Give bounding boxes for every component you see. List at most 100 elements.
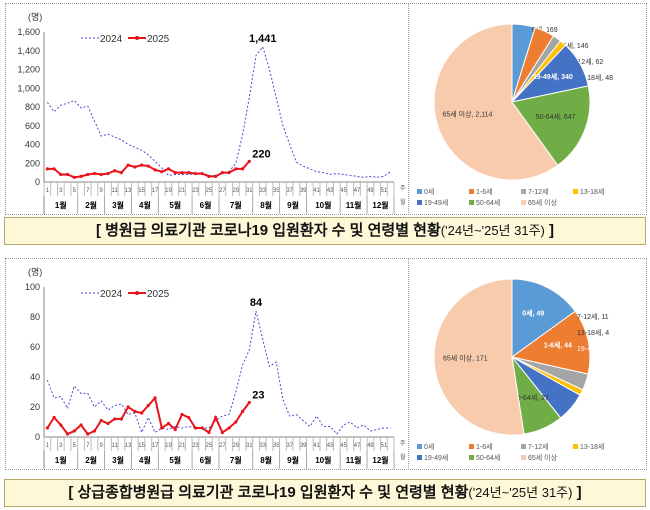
pie-data-label: 0세, 169 (532, 25, 558, 34)
week-tick-label: 39 (300, 443, 307, 449)
week-axis-label: 주 (400, 185, 406, 192)
y-tick-label: 1,400 (17, 46, 40, 56)
series-2025-point (234, 420, 238, 424)
legend-label: 0세 (424, 442, 434, 451)
series-2025-line (46, 395, 251, 436)
week-tick-label: 47 (354, 443, 361, 449)
week-tick-label: 47 (354, 188, 361, 194)
week-tick-label: 43 (327, 443, 334, 449)
week-tick-label: 13 (125, 188, 132, 194)
week-tick-label: 35 (273, 188, 280, 194)
legend-2024-label: 2024 (100, 34, 123, 45)
week-tick-label: 1 (46, 443, 50, 449)
legend-swatch (521, 200, 526, 205)
series-2025-point (86, 432, 90, 436)
week-tick-label: 15 (138, 443, 145, 449)
week-tick-label: 49 (367, 443, 374, 449)
pie-data-label: 7-12세, 11 (577, 312, 609, 321)
legend-swatch (469, 200, 474, 205)
month-label: 11월 (346, 455, 362, 465)
legend-swatch (417, 189, 422, 194)
y-tick-label: 600 (25, 121, 40, 131)
week-tick-label: 9 (100, 443, 104, 449)
legend-2025-marker (135, 291, 139, 295)
legend-swatch (469, 189, 474, 194)
y-tick-label: 1,000 (17, 83, 40, 93)
series-2025-point (52, 415, 56, 420)
month-label: 2월 (85, 200, 97, 210)
series-2025-point (106, 421, 110, 426)
month-axis-label: 월 (400, 198, 406, 206)
pie-data-label: 1-6세, 146 (556, 41, 588, 50)
series-2025-point (86, 172, 90, 177)
series-2025-point (234, 167, 238, 171)
week-tick-label: 3 (59, 443, 63, 449)
week-tick-label: 21 (179, 443, 186, 449)
y-tick-label: 400 (25, 140, 40, 150)
week-tick-label: 39 (300, 188, 307, 194)
month-label: 2월 (85, 455, 97, 465)
month-label: 9월 (287, 455, 299, 465)
series-2025-point (180, 412, 184, 417)
series-2025-point (79, 423, 83, 427)
legend-swatch (521, 444, 526, 449)
pie-data-label: 7-12세, 62 (571, 57, 603, 66)
week-tick-label: 27 (219, 443, 226, 449)
week-axis-label: 주 (400, 440, 406, 447)
y-unit-label: (명) (28, 267, 42, 277)
pie-data-label: 50-64세, 647 (536, 112, 576, 121)
series-2025-point (113, 417, 117, 421)
y-tick-label: 40 (30, 372, 40, 382)
week-tick-label: 21 (179, 188, 186, 194)
legend-swatch (521, 455, 526, 460)
series-2025-point (72, 429, 76, 433)
series-2025-point (59, 172, 63, 177)
pie-data-label: 50-64세, 27 (513, 393, 549, 402)
legend-swatch (469, 444, 474, 449)
series-2025-point (133, 165, 137, 169)
title-period: ('24년~'25년 31주) (440, 223, 545, 238)
series-2025-point (247, 159, 251, 163)
pie-data-label: 1-6세, 44 (544, 341, 572, 350)
week-tick-label: 37 (286, 443, 293, 449)
pie-data-label: 13-18세, 4 (577, 328, 609, 337)
series-2025-point (193, 171, 198, 176)
series-2025-point (227, 426, 231, 430)
series-2025-point (92, 429, 97, 433)
series-2025-point (160, 170, 164, 174)
y-tick-label: 1,200 (17, 65, 40, 75)
series-2025-point (52, 167, 56, 171)
month-label: 11월 (346, 200, 362, 210)
series-2025-point (240, 167, 245, 171)
legend-label: 19-49세 (424, 198, 448, 207)
series-2025-point (153, 396, 157, 400)
y-tick-label: 0 (35, 432, 40, 442)
week-tick-label: 45 (340, 188, 347, 194)
legend-2025-marker (135, 36, 139, 40)
pie-data-label: 65세 이상, 171 (443, 354, 488, 363)
week-tick-label: 29 (232, 188, 239, 194)
y-tick-label: 800 (25, 102, 40, 112)
week-tick-label: 17 (152, 188, 159, 194)
month-label: 7월 (230, 455, 242, 465)
week-tick-label: 33 (259, 188, 266, 194)
series-2025-point (99, 418, 103, 423)
month-label: 8월 (260, 455, 272, 465)
week-tick-label: 5 (73, 443, 77, 449)
pie-data-label: 13-18세, 48 (577, 73, 613, 82)
week-tick-label: 31 (246, 443, 253, 449)
pie-data-label: 65세 이상, 2,114 (442, 109, 492, 118)
top-pie-panel: 0세, 169 1-6세, 146 7-12세, 62 13-18세, 48 19-49… (408, 3, 647, 215)
series-2025-point (240, 409, 245, 414)
month-label: 12월 (372, 455, 388, 465)
series-2025-point (180, 171, 184, 175)
legend-2024-label: 2024 (100, 289, 123, 300)
series-2025-point (146, 403, 150, 408)
series-2025-point (119, 417, 124, 421)
legend-2025-label: 2025 (147, 289, 170, 300)
week-tick-label: 17 (152, 443, 159, 449)
series-2025-point (160, 426, 164, 430)
title-main: [ 병원급 의료기관 코로나19 입원환자 수 및 연령별 현황 (95, 222, 441, 239)
series-2025-point (187, 415, 191, 420)
